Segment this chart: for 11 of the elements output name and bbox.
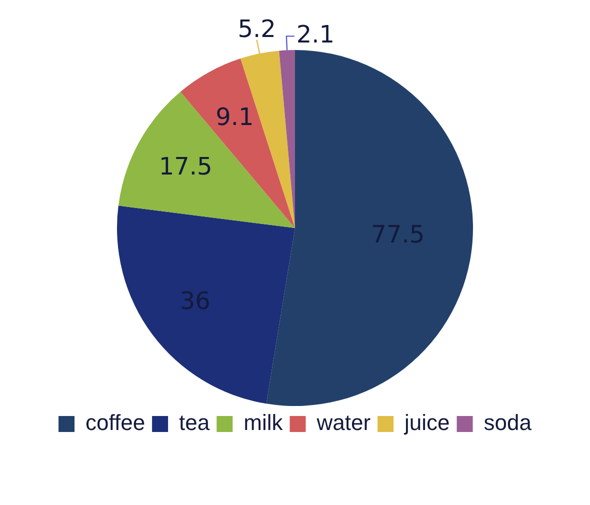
legend-label: coffee	[86, 410, 146, 436]
legend-label: milk	[244, 410, 284, 436]
legend-label: tea	[179, 410, 210, 436]
data-label: 5.2	[238, 15, 276, 44]
legend-label: water	[316, 410, 371, 436]
data-label: 2.1	[296, 20, 335, 48]
legend-label: soda	[484, 410, 532, 436]
data-label: 36	[180, 286, 210, 315]
legend-label: juice	[404, 410, 450, 436]
data-label: 9.1	[216, 103, 254, 132]
data-label: 17.5	[158, 152, 212, 181]
